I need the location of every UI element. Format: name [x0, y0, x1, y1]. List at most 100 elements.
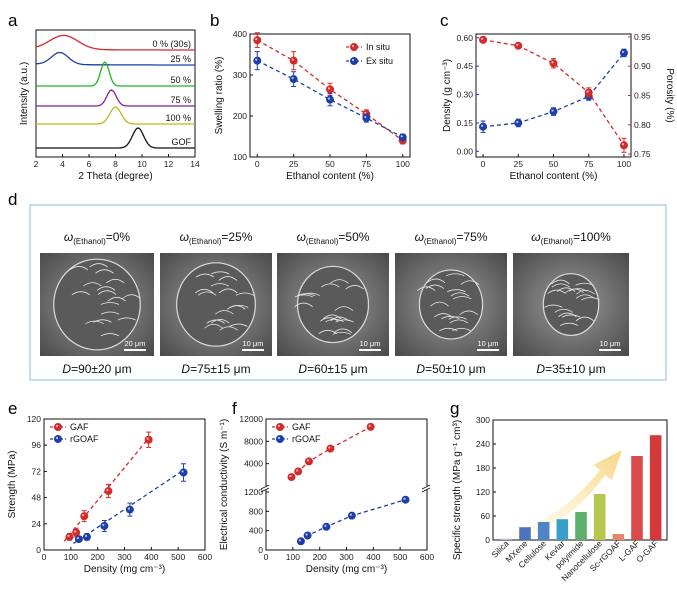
sem-texture: [210, 283, 230, 287]
chart-e-strength: 0 100 200 300 400 500 600 0 24 48 72 96 120 Density (…: [7, 414, 212, 575]
f-xtick-label: 100: [286, 552, 300, 562]
b-legend-marker: [349, 43, 358, 52]
sem-texture: [547, 289, 566, 294]
f-ylabel: Electrical conductivity (S m⁻¹): [219, 419, 230, 550]
sem-texture: [575, 282, 594, 286]
e-point-shine: [181, 470, 184, 473]
g-bar: [575, 512, 587, 540]
chart-a-xrd: 2 4 6 8 10 12 14 2 Theta (degree) Intensity (a.u…: [19, 29, 200, 182]
f-legend-marker-shine: [277, 424, 281, 428]
f-ytick-label: 1200: [244, 487, 263, 497]
sem-texture: [449, 319, 469, 324]
sem-texture: [96, 286, 116, 291]
e-ytick-label: 0: [36, 545, 41, 555]
b-ytick-label: 400: [233, 29, 247, 39]
e-point-shine: [67, 534, 70, 538]
chart-g-specific-strength: 0 60 120 180 240 300 Specific strength (MPa g⁻…: [452, 415, 668, 583]
f-legend-marker: [275, 422, 284, 431]
g-ytick-label: 120: [476, 487, 490, 497]
sem-texture: [69, 266, 89, 271]
sem-texture: [95, 269, 114, 274]
b-xtick-label: 100: [396, 159, 410, 169]
e-point-shine: [146, 437, 149, 440]
sem-texture: [195, 273, 215, 278]
b-legend-marker: [349, 57, 358, 66]
f-ytick-label: 12000: [239, 414, 263, 424]
e-point-shine: [76, 536, 79, 540]
f-point: [347, 511, 356, 520]
plot-frame: [265, 418, 428, 551]
e-point: [72, 528, 81, 537]
b-ylabel: Swelling ratio (%): [214, 57, 225, 135]
sem-caption-2: ω(Ethanol)=50%: [297, 230, 370, 246]
e-ytick-label: 24: [32, 519, 42, 529]
f-xtick-label: 200: [313, 552, 327, 562]
f-point-shine: [328, 446, 331, 449]
e-point: [65, 532, 74, 541]
c-y2label: Porosity (%): [664, 68, 675, 122]
sem-texture: [215, 310, 234, 315]
b-xlabel: Ethanol content (%): [286, 171, 374, 182]
c-point-shine: [480, 124, 484, 127]
f-point: [366, 422, 375, 431]
e-xtick-label: 200: [91, 552, 105, 562]
plot-frame: [475, 33, 632, 158]
b-point-shine: [400, 135, 403, 138]
g-bar: [631, 456, 643, 540]
sem-texture: [453, 296, 472, 300]
e-xtick-label: 0: [42, 552, 47, 562]
b-point: [398, 133, 407, 142]
sem-texture: [551, 283, 571, 288]
f-xtick-label: 300: [339, 552, 353, 562]
c-point: [479, 122, 488, 131]
f-point-shine: [289, 474, 292, 478]
f-point: [322, 522, 331, 531]
f-xtick-label: 0: [264, 552, 269, 562]
b-point-shine: [364, 115, 367, 119]
b-point: [253, 36, 262, 45]
sem-texture: [446, 273, 465, 277]
f-point: [401, 495, 410, 504]
e-xtick-label: 300: [117, 552, 131, 562]
e-legend-marker: [54, 434, 63, 443]
sem-texture: [460, 280, 480, 285]
sem-texture: [211, 319, 230, 324]
c-point: [584, 88, 593, 97]
a-xtick-label: 14: [190, 159, 200, 169]
f-axis-break-right: [421, 484, 431, 493]
sem-scalebar-label-3: 10 μm: [478, 339, 499, 348]
e-point: [104, 487, 113, 496]
f-legend-marker: [275, 434, 284, 443]
e-point-shine: [106, 488, 109, 492]
g-ytick-label: 240: [476, 439, 490, 449]
e-legend-marker: [54, 422, 63, 431]
c-xtick-label: 100: [617, 159, 631, 169]
sem-texture: [294, 302, 313, 308]
sem-texture: [117, 317, 137, 321]
sem-scalebar-label-2: 10 μm: [360, 339, 381, 348]
sem-texture: [447, 289, 466, 293]
g-bar: [612, 534, 625, 540]
c-xtick-label: 25: [514, 159, 524, 169]
g-bar: [593, 494, 606, 540]
f-point-shine: [368, 424, 371, 427]
a-xtick-label: 10: [137, 159, 147, 169]
sem-texture: [321, 283, 340, 288]
sem-texture: [559, 322, 579, 326]
e-ylabel: Strength (MPa): [7, 451, 18, 519]
a-series-line: [35, 34, 195, 51]
c-point-shine: [551, 61, 554, 64]
a-series-line: [36, 127, 195, 149]
sem-texture: [575, 316, 595, 322]
sem-texture: [211, 271, 230, 275]
sem-texture: [450, 292, 470, 297]
sem-texture: [575, 294, 595, 299]
c-y2tick-label: 0.75: [634, 149, 651, 159]
f-xlabel: Density (mg cm⁻³): [306, 564, 387, 575]
e-xtick-label: 500: [171, 552, 185, 562]
b-point: [325, 95, 334, 104]
b-ytick-label: 200: [233, 111, 247, 121]
g-ytick-label: 0: [485, 535, 490, 545]
c-y2tick-label: 0.85: [634, 91, 651, 101]
sem-texture: [452, 327, 471, 331]
